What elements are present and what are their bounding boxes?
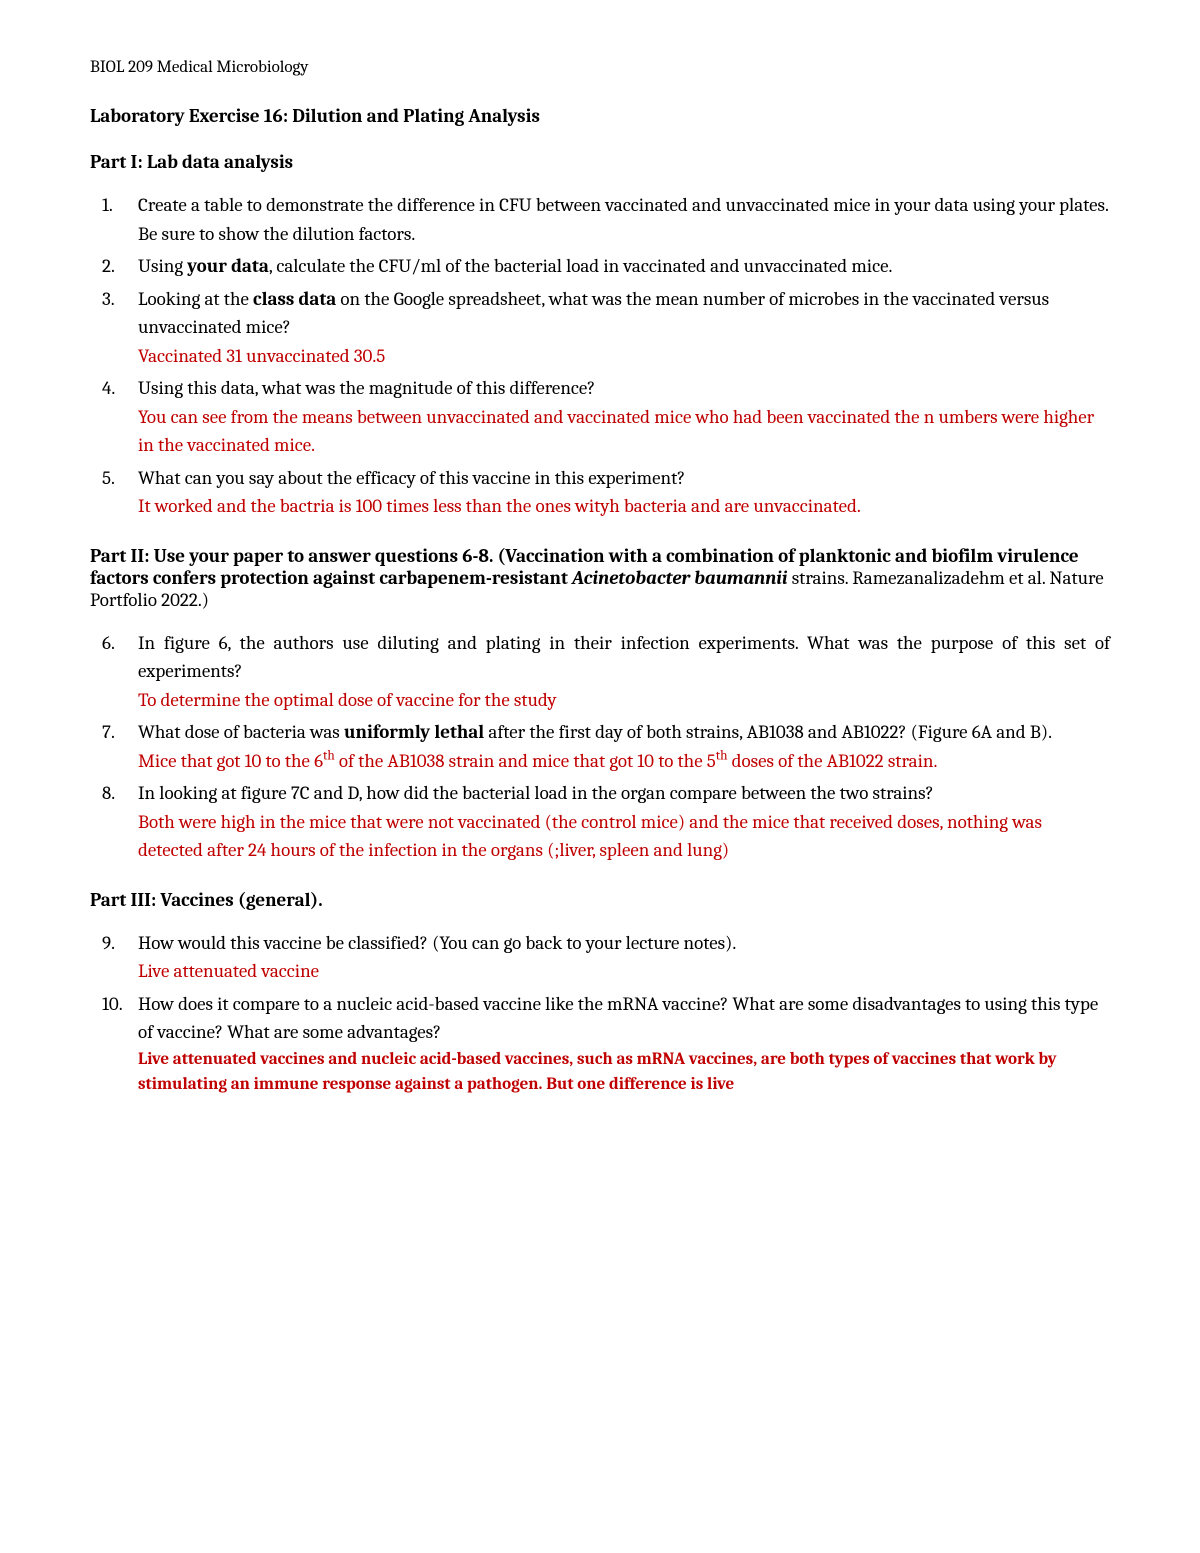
q4: Using this data, what was the magnitude … <box>138 374 1110 460</box>
part3-heading: Part III: Vaccines (general). <box>90 889 1110 911</box>
main-title: Laboratory Exercise 16: Dilution and Pla… <box>90 105 1110 127</box>
part2-heading-italic: Acinetobacter baumannii <box>572 567 787 589</box>
q3: Looking at the class data on the Google … <box>138 285 1110 371</box>
q6: In figure 6, the authors use diluting an… <box>138 629 1110 715</box>
q6-answer: To determine the optimal dose of vaccine… <box>138 686 1110 715</box>
q5-text: What can you say about the efficacy of t… <box>138 467 685 489</box>
q8: In looking at figure 7C and D, how did t… <box>138 779 1110 865</box>
q7-pre: What dose of bacteria was <box>138 721 344 743</box>
part1-list: Create a table to demonstrate the differ… <box>90 191 1110 521</box>
q6-text: In figure 6, the authors use diluting an… <box>138 632 1110 683</box>
q9: How would this vaccine be classified? (Y… <box>138 929 1110 986</box>
document-page: BIOL 209 Medical Microbiology Laboratory… <box>0 0 1200 1553</box>
q4-text: Using this data, what was the magnitude … <box>138 377 595 399</box>
q10: How does it compare to a nucleic acid-ba… <box>138 990 1110 1098</box>
q7: What dose of bacteria was uniformly leth… <box>138 718 1110 775</box>
part2-list: In figure 6, the authors use diluting an… <box>90 629 1110 865</box>
q8-text: In looking at figure 7C and D, how did t… <box>138 782 934 804</box>
q7-bold: uniformly lethal <box>344 721 484 743</box>
q8-answer: Both were high in the mice that were not… <box>138 808 1110 865</box>
q2-bold: your data <box>187 255 269 277</box>
part1-heading: Part I: Lab data analysis <box>90 151 1110 173</box>
q4-answer: You can see from the means between unvac… <box>138 403 1110 460</box>
q7-answer: Mice that got 10 to the 6th of the AB103… <box>138 747 1110 776</box>
q3-pre: Looking at the <box>138 288 253 310</box>
q1: Create a table to demonstrate the differ… <box>138 191 1110 248</box>
q5: What can you say about the efficacy of t… <box>138 464 1110 521</box>
q2-post: , calculate the CFU/ml of the bacterial … <box>269 255 893 277</box>
q9-text: How would this vaccine be classified? (Y… <box>138 932 736 954</box>
course-header: BIOL 209 Medical Microbiology <box>90 58 1110 77</box>
part2-heading: Part II: Use your paper to answer questi… <box>90 545 1110 611</box>
q7-post: after the first day of both strains, AB1… <box>484 721 1052 743</box>
q2-pre: Using <box>138 255 187 277</box>
q10-answer: Live attenuated vaccines and nucleic aci… <box>138 1047 1110 1098</box>
q10-text: How does it compare to a nucleic acid-ba… <box>138 993 1098 1044</box>
part3-list: How would this vaccine be classified? (Y… <box>90 929 1110 1098</box>
q9-answer: Live attenuated vaccine <box>138 957 1110 986</box>
q3-answer: Vaccinated 31 unvaccinated 30.5 <box>138 342 1110 371</box>
q5-answer: It worked and the bactria is 100 times l… <box>138 492 1110 521</box>
q3-bold: class data <box>253 288 336 310</box>
q2: Using your data, calculate the CFU/ml of… <box>138 252 1110 281</box>
